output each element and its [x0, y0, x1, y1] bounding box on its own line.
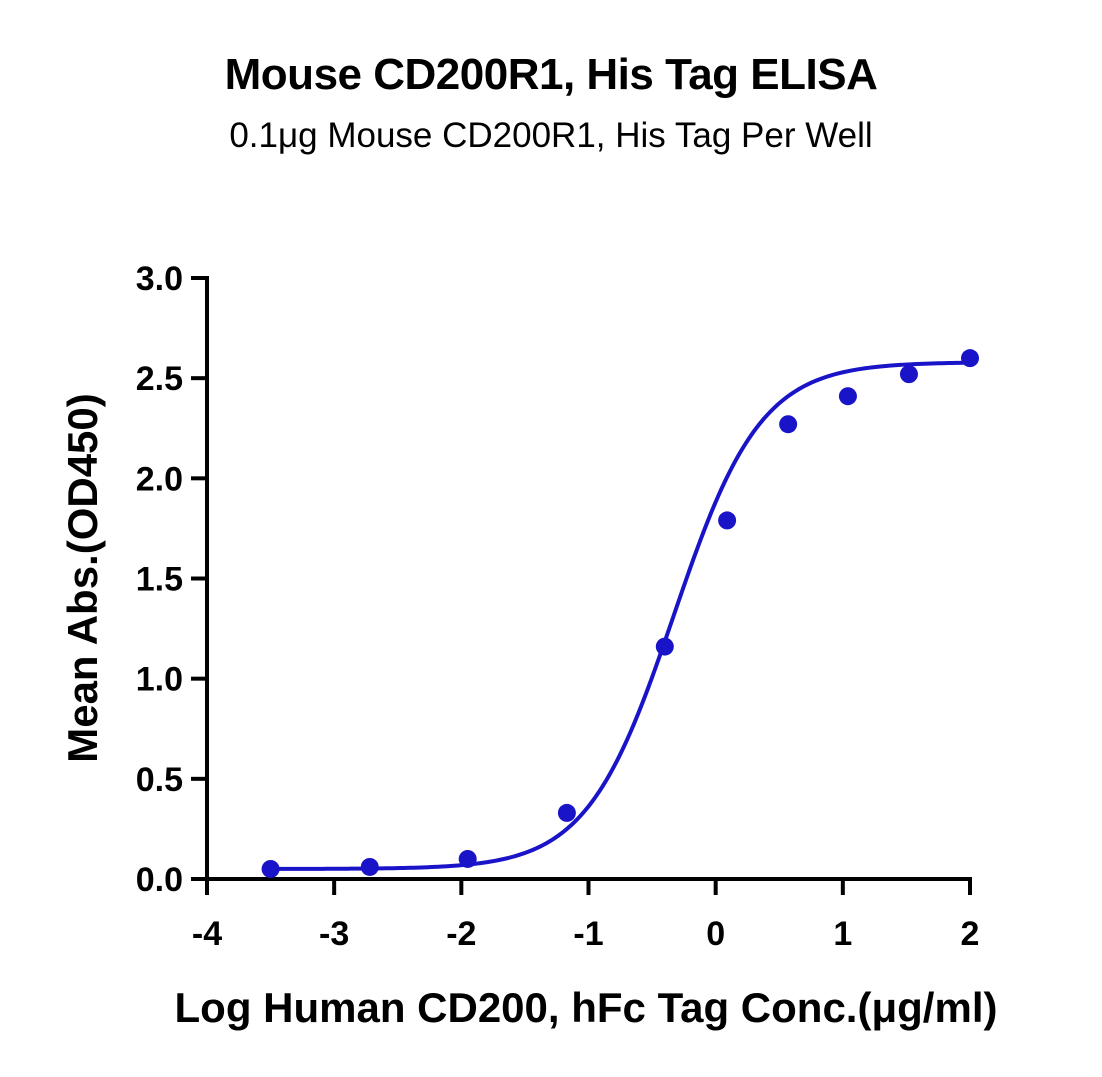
x-tick-label: 2 [961, 915, 980, 953]
y-tick-label: 2.5 [136, 360, 183, 398]
y-tick-label: 1.0 [136, 661, 183, 699]
data-point [838, 387, 857, 406]
x-tick-label: 0 [706, 915, 725, 953]
data-point [718, 511, 737, 530]
data-point [261, 859, 280, 878]
y-tick-label: 1.5 [136, 561, 183, 599]
data-point [961, 349, 979, 368]
data-point [899, 365, 918, 384]
tick-marks [191, 276, 972, 895]
chart-subtitle: 0.1μg Mouse CD200R1, His Tag Per Well [229, 116, 873, 155]
x-tick-label: -2 [446, 915, 476, 953]
x-tick-label: -3 [319, 915, 349, 953]
x-axis-title: Log Human CD200, hFc Tag Conc.(μg/ml) [175, 984, 998, 1031]
y-axis-title: Mean Abs.(OD450) [59, 393, 106, 763]
data-point [360, 857, 379, 876]
tick-labels: 0.0 0.5 1.0 1.5 2.0 2.5 3.0 -4 -3 -2 -1 0 1 2 [136, 260, 980, 953]
data-point [557, 803, 576, 822]
y-tick-label: 2.0 [136, 460, 183, 498]
y-tick-label: 3.0 [136, 260, 183, 298]
x-tick-label: -4 [192, 915, 222, 953]
x-tick-label: 1 [833, 915, 852, 953]
y-tick-label: 0.0 [136, 861, 183, 899]
fit-curve [270, 360, 971, 871]
data-point [779, 415, 798, 434]
chart-title: Mouse CD200R1, His Tag ELISA [224, 50, 878, 99]
x-tick-label: -1 [573, 915, 603, 953]
data-point [458, 849, 477, 868]
data-point [655, 637, 674, 656]
y-tick-label: 0.5 [136, 761, 183, 799]
data-points [261, 349, 979, 878]
axes [205, 276, 972, 881]
